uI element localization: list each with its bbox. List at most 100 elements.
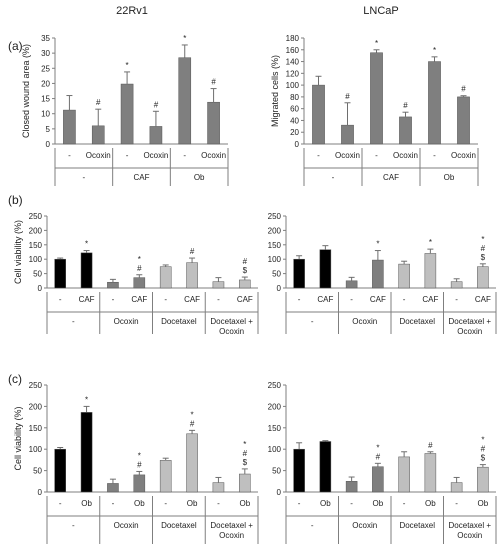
y-tick-label: 0 bbox=[46, 140, 51, 149]
significance-mark: # bbox=[96, 98, 101, 107]
y-tick-label: 40 bbox=[290, 116, 299, 125]
bar bbox=[398, 456, 410, 493]
significance-mark: # bbox=[428, 441, 433, 450]
significance-mark: * bbox=[85, 240, 88, 249]
bar bbox=[477, 466, 489, 493]
y-tick-label: 200 bbox=[268, 402, 282, 411]
y-tick-label: 25 bbox=[41, 64, 50, 73]
group-label-line: Ocoxin bbox=[114, 317, 139, 326]
bar bbox=[80, 252, 93, 289]
bar bbox=[424, 253, 437, 289]
y-tick-label: 50 bbox=[33, 270, 42, 279]
y-tick-label: 200 bbox=[29, 402, 43, 411]
significance-mark: * bbox=[138, 451, 141, 460]
y-tick-label: 20 bbox=[41, 79, 50, 88]
significance-mark: * bbox=[429, 238, 432, 247]
y-tick-label: 180 bbox=[286, 34, 300, 43]
bar bbox=[91, 125, 105, 145]
bar bbox=[63, 109, 76, 145]
group-label: Docetaxel bbox=[161, 317, 197, 326]
x-tick-label: CAF bbox=[317, 295, 333, 304]
group-label-line: Ob bbox=[194, 173, 205, 182]
x-tick-label: Ocoxin bbox=[86, 151, 111, 160]
significance-mark: * bbox=[481, 436, 484, 445]
y-tick-label: 50 bbox=[33, 467, 42, 476]
group-label: - bbox=[72, 317, 75, 326]
y-tick-label: 120 bbox=[286, 69, 300, 78]
x-tick-label: - bbox=[59, 499, 62, 508]
significance-mark: * bbox=[126, 61, 129, 70]
bar bbox=[457, 96, 470, 145]
group-label-line: Ocoxin bbox=[457, 327, 482, 336]
group-label-line: Docetaxel + bbox=[449, 521, 492, 530]
bar bbox=[212, 482, 225, 493]
y-tick-label: 250 bbox=[29, 212, 43, 221]
significance-mark: $ bbox=[243, 458, 248, 467]
group-label-line: Docetaxel + bbox=[210, 521, 253, 530]
bar bbox=[319, 441, 332, 493]
y-tick-label: 0 bbox=[38, 488, 43, 497]
bar bbox=[239, 279, 251, 289]
group-label: Docetaxel bbox=[399, 521, 435, 530]
significance-mark: # bbox=[154, 100, 159, 109]
group-label: Ocoxin bbox=[352, 521, 377, 530]
bar bbox=[428, 61, 441, 145]
significance-mark: # bbox=[137, 460, 142, 469]
x-tick-label: Ocoxin bbox=[393, 151, 418, 160]
y-tick-label: 35 bbox=[41, 34, 50, 43]
x-tick-label: - bbox=[217, 295, 220, 304]
y-tick-label: 150 bbox=[29, 424, 43, 433]
x-tick-label: Ob bbox=[239, 499, 250, 508]
y-tick-label: 50 bbox=[272, 467, 281, 476]
group-label-line: CAF bbox=[134, 173, 150, 182]
y-tick-label: 0 bbox=[277, 284, 282, 293]
x-tick-label: - bbox=[68, 151, 71, 160]
significance-mark: # bbox=[190, 247, 195, 256]
charts-group: (a) 0 5 10 15 20 25 30 35 Closed wound area (%) - #… bbox=[8, 34, 497, 544]
significance-mark: # bbox=[481, 244, 486, 253]
y-tick-label: 0 bbox=[277, 488, 282, 497]
x-tick-label: - bbox=[433, 151, 436, 160]
group-label: - bbox=[82, 173, 85, 182]
y-tick-label: 200 bbox=[268, 226, 282, 235]
significance-mark: $ bbox=[243, 266, 248, 275]
y-axis-label: Closed wound area (%) bbox=[21, 44, 31, 138]
group-label-line: - bbox=[72, 317, 75, 326]
bar bbox=[293, 448, 305, 493]
group-label-line: - bbox=[311, 317, 314, 326]
x-tick-label: - bbox=[350, 295, 353, 304]
x-tick-label: - bbox=[217, 499, 220, 508]
chart-a-right: 0 20 40 60 80 100 120 140 160 180 Migrated cells (… bbox=[270, 34, 479, 186]
group-label-line: - bbox=[311, 521, 314, 530]
group-label: Ob bbox=[194, 173, 205, 182]
group-label-line: - bbox=[72, 521, 75, 530]
x-tick-label: - bbox=[126, 151, 129, 160]
bar bbox=[54, 448, 66, 493]
group-label-line: Docetaxel bbox=[161, 521, 197, 530]
group-label-line: - bbox=[332, 173, 335, 182]
bar bbox=[477, 266, 489, 289]
significance-mark: # bbox=[376, 452, 381, 461]
y-tick-label: 250 bbox=[29, 381, 43, 390]
panel-label: (b) bbox=[8, 193, 23, 207]
bar bbox=[319, 249, 332, 289]
column-title-22rv1: 22Rv1 bbox=[116, 5, 148, 17]
bar bbox=[133, 474, 146, 493]
significance-mark: # bbox=[137, 264, 142, 273]
group-label-line: CAF bbox=[383, 173, 399, 182]
bar bbox=[450, 281, 463, 289]
group-label: - bbox=[332, 173, 335, 182]
x-tick-label: Ob bbox=[134, 499, 145, 508]
group-label-line: Ocoxin bbox=[219, 531, 244, 540]
x-tick-label: - bbox=[164, 295, 167, 304]
significance-mark: # bbox=[211, 78, 216, 87]
y-tick-label: 5 bbox=[46, 125, 51, 134]
y-tick-label: 200 bbox=[29, 226, 43, 235]
bar bbox=[133, 277, 146, 289]
group-label-line: Ocoxin bbox=[352, 521, 377, 530]
significance-mark: $ bbox=[481, 454, 486, 463]
significance-mark: $ bbox=[481, 253, 486, 262]
group-label: CAF bbox=[134, 173, 150, 182]
significance-mark: * bbox=[85, 395, 88, 404]
